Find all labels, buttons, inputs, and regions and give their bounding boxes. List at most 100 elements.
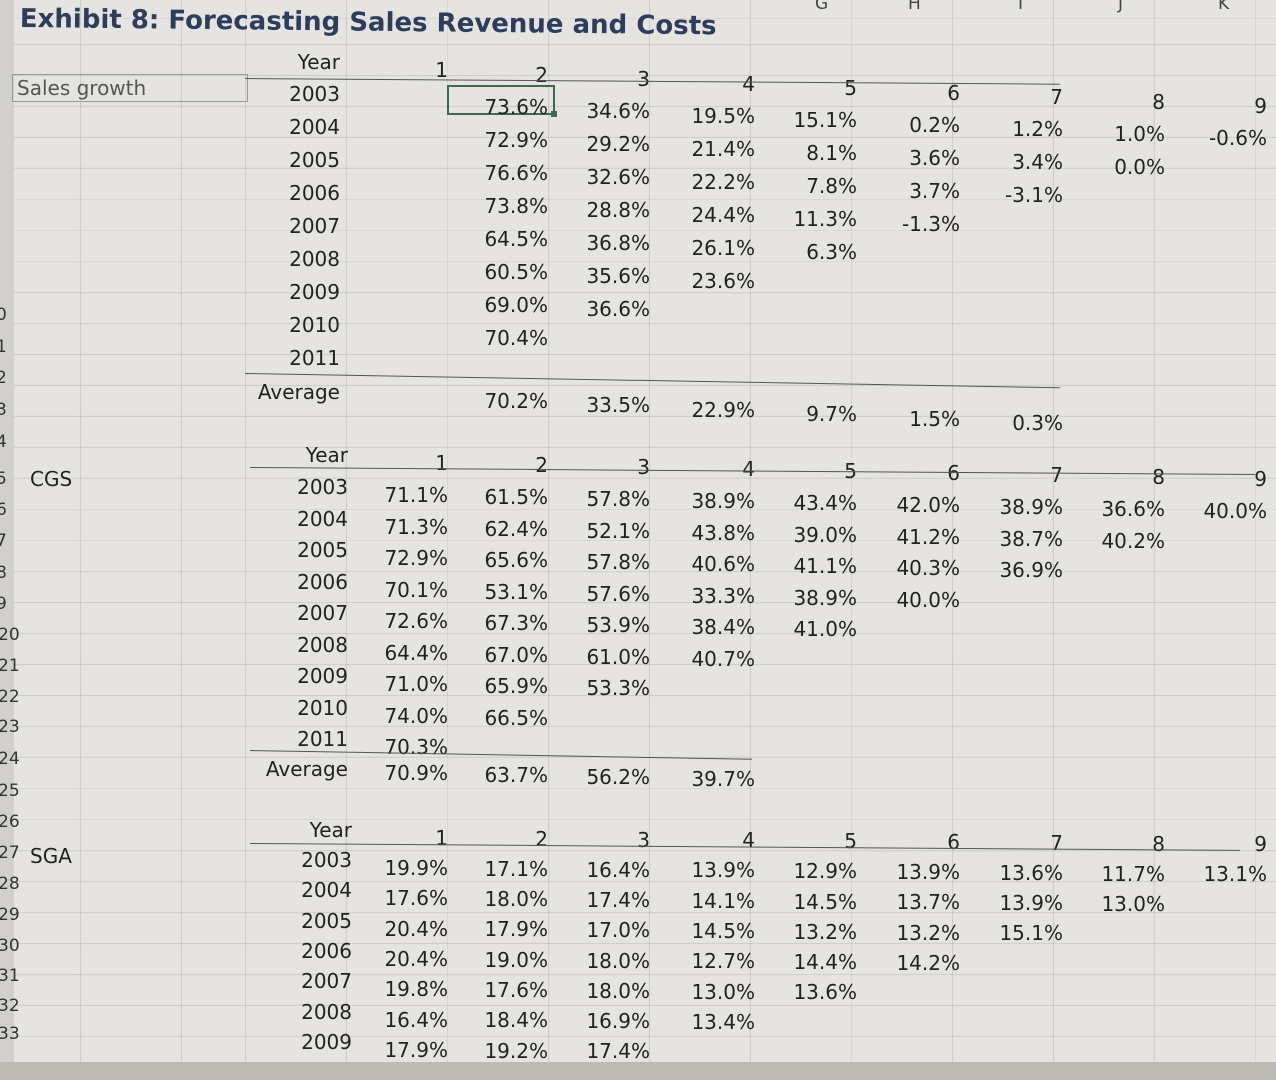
data-cell: 3.7%: [909, 178, 960, 203]
data-cell: 13.6%: [793, 980, 857, 1005]
row-number[interactable]: 2: [0, 368, 7, 388]
data-cell: 0.2%: [909, 112, 960, 137]
average-cell: 1.5%: [909, 406, 960, 431]
row-number[interactable]: 24: [0, 749, 20, 769]
data-cell: 73.6%: [484, 94, 548, 119]
data-cell: 17.9%: [484, 917, 548, 942]
row-number[interactable]: 7: [0, 531, 7, 551]
row-number[interactable]: 28: [0, 874, 20, 894]
average-cell: 9.7%: [806, 402, 857, 426]
data-cell: 36.6%: [586, 297, 650, 321]
column-letter-header[interactable]: H: [908, 0, 921, 14]
data-cell: 43.4%: [793, 491, 857, 515]
average-cell: 22.9%: [691, 397, 755, 422]
data-cell: 23.6%: [691, 268, 755, 293]
row-number[interactable]: 1: [0, 337, 7, 357]
data-cell: 12.7%: [691, 949, 755, 974]
row-number[interactable]: 23: [0, 717, 20, 737]
data-cell: 14.1%: [691, 888, 755, 913]
year-label: 2011: [289, 346, 340, 370]
row-number[interactable]: 32: [0, 996, 20, 1016]
data-cell: 74.0%: [384, 703, 448, 728]
column-letter-header[interactable]: J: [1118, 0, 1124, 14]
average-cell: 63.7%: [484, 763, 548, 787]
data-cell: 17.1%: [484, 856, 548, 881]
row-number[interactable]: 21: [0, 656, 20, 676]
data-cell: 16.9%: [586, 1009, 650, 1034]
column-number-header: 6: [947, 830, 960, 854]
data-cell: 13.2%: [896, 920, 960, 945]
row-number[interactable]: 27: [0, 843, 20, 863]
row-number[interactable]: 31: [0, 966, 20, 986]
row-number[interactable]: 20: [0, 625, 20, 645]
data-cell: 67.0%: [484, 642, 548, 667]
column-letter-header[interactable]: G: [815, 0, 829, 14]
data-cell: 18.0%: [484, 887, 548, 912]
data-cell: 38.9%: [999, 495, 1063, 519]
row-number[interactable]: 5: [0, 469, 7, 489]
data-cell: 39.0%: [793, 522, 857, 547]
data-cell: 71.3%: [384, 514, 448, 539]
column-number-header: 8: [1152, 465, 1165, 489]
data-cell: 72.6%: [384, 609, 448, 633]
data-cell: 16.4%: [586, 857, 650, 882]
data-cell: 71.1%: [384, 483, 448, 507]
year-label: 2004: [297, 506, 348, 531]
data-cell: 41.1%: [793, 554, 857, 578]
data-cell: 17.9%: [384, 1037, 448, 1062]
data-cell: 14.2%: [896, 950, 960, 975]
year-label: 2006: [289, 181, 340, 205]
data-cell: 60.5%: [484, 259, 548, 284]
column-number-header: 6: [947, 461, 960, 485]
data-cell: 57.6%: [586, 581, 650, 606]
data-cell: 0.0%: [1114, 154, 1165, 179]
sales-growth-label[interactable]: Sales growth: [12, 74, 248, 102]
selected-cell[interactable]: [447, 85, 557, 117]
row-number[interactable]: 22: [0, 687, 20, 707]
row-number[interactable]: 9: [0, 594, 7, 614]
row-number[interactable]: 33: [0, 1024, 20, 1044]
data-cell: 53.3%: [586, 676, 650, 700]
data-cell: 1.2%: [1012, 117, 1063, 141]
column-number-header: 1: [435, 826, 448, 850]
data-cell: 3.4%: [1012, 150, 1063, 174]
row-number[interactable]: 25: [0, 781, 20, 801]
average-label: Average: [257, 380, 340, 404]
row-number[interactable]: 30: [0, 936, 20, 956]
row-number[interactable]: 29: [0, 905, 20, 925]
row-number[interactable]: 8: [0, 563, 7, 583]
data-cell: 12.9%: [793, 859, 857, 884]
data-cell: 70.3%: [384, 735, 448, 759]
row-number[interactable]: 3: [0, 400, 7, 420]
data-cell: 32.6%: [586, 165, 650, 189]
data-cell: 69.0%: [484, 292, 548, 317]
data-cell: 40.7%: [691, 646, 755, 671]
data-cell: 13.7%: [896, 890, 960, 915]
data-cell: 24.4%: [691, 202, 755, 227]
row-number[interactable]: 26: [0, 812, 20, 832]
data-cell: 71.0%: [384, 672, 448, 696]
column-number-header: 9: [1254, 467, 1267, 491]
column-number-header: 7: [1050, 830, 1063, 855]
column-number-header: 1: [435, 58, 448, 82]
column-number-header: 5: [844, 76, 857, 100]
data-cell: 70.1%: [384, 577, 448, 602]
data-cell: 41.2%: [896, 524, 960, 549]
row-number[interactable]: 4: [0, 432, 7, 452]
data-cell: 38.9%: [793, 585, 857, 610]
year-label: 2003: [289, 82, 340, 106]
data-cell: 66.5%: [484, 705, 548, 730]
data-cell: 15.1%: [999, 921, 1063, 946]
data-cell: 17.6%: [484, 978, 548, 1002]
column-letter-header[interactable]: I: [1018, 0, 1024, 14]
year-header: Year: [305, 443, 348, 467]
year-label: 2003: [297, 475, 348, 499]
data-cell: 35.6%: [586, 264, 650, 288]
row-number[interactable]: 6: [0, 500, 7, 520]
data-cell: 13.0%: [691, 979, 755, 1004]
data-cell: 18.4%: [484, 1008, 548, 1033]
row-number[interactable]: 0: [0, 305, 7, 325]
column-letter-header[interactable]: K: [1218, 0, 1230, 14]
data-cell: 1.0%: [1114, 121, 1165, 146]
